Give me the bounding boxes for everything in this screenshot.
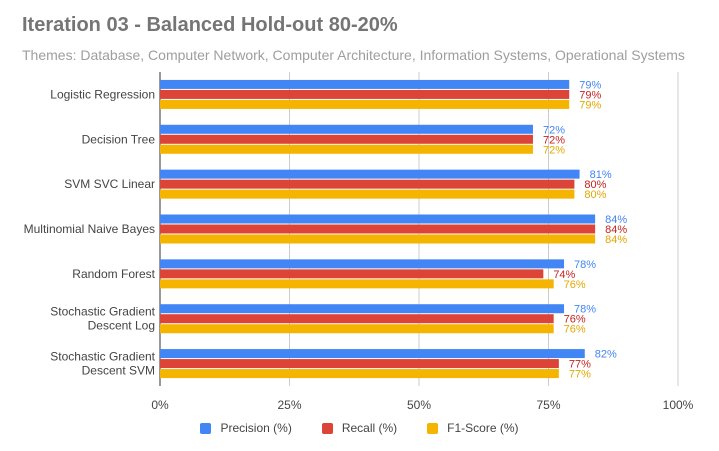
data-label: 79%: [579, 99, 601, 111]
bar: [160, 99, 570, 109]
x-tick-label: 75%: [536, 398, 560, 412]
bar: [160, 169, 580, 179]
data-label: 84%: [605, 214, 627, 226]
bar: [160, 179, 575, 189]
data-label: 77%: [569, 359, 591, 371]
data-label: 80%: [584, 189, 606, 201]
data-label: 76%: [564, 314, 586, 326]
bar: [160, 89, 570, 99]
bar: [160, 259, 565, 269]
legend-swatch: [427, 422, 439, 434]
chart-subtitle: Themes: Database, Computer Network, Comp…: [22, 47, 685, 63]
data-label: 79%: [579, 79, 601, 91]
bar: [160, 224, 596, 234]
category-label: Random Forest: [72, 267, 155, 281]
bar: [160, 124, 533, 134]
data-label: 77%: [569, 369, 591, 381]
chart-title: Iteration 03 - Balanced Hold-out 80-20%: [22, 14, 398, 36]
bar: [160, 369, 559, 379]
legend-item[interactable]: F1-Score (%): [427, 421, 519, 435]
legend-label: Precision (%): [220, 421, 292, 435]
x-tick-label: 50%: [407, 398, 431, 412]
legend-item[interactable]: Precision (%): [200, 421, 292, 435]
data-label: 82%: [595, 349, 617, 361]
bar: [160, 304, 565, 314]
data-label: 80%: [584, 179, 606, 191]
bar: [160, 214, 596, 224]
bar: [160, 324, 554, 334]
legend-label: F1-Score (%): [447, 421, 519, 435]
category-label: Stochastic Gradient Descent SVM: [50, 350, 155, 378]
data-label: 84%: [605, 234, 627, 246]
bar: [160, 279, 554, 289]
bar: [160, 189, 575, 199]
category-label: Decision Tree: [82, 132, 156, 146]
data-label: 72%: [543, 134, 565, 146]
legend-item[interactable]: Recall (%): [321, 421, 398, 435]
data-label: 81%: [590, 169, 612, 181]
bar: [160, 314, 554, 324]
x-tick-label: 100%: [663, 398, 694, 412]
data-label: 74%: [553, 269, 575, 281]
x-tick-label: 0%: [151, 398, 169, 412]
bar: [160, 349, 585, 359]
data-label: 76%: [564, 279, 586, 291]
bar: [160, 79, 570, 89]
data-label: 72%: [543, 144, 565, 156]
category-label: Stochastic Gradient Descent Log: [50, 305, 155, 333]
category-label: SVM SVC Linear: [64, 177, 155, 191]
bar: [160, 269, 544, 279]
bar: [160, 144, 533, 154]
data-label: 78%: [574, 259, 596, 271]
bar: [160, 134, 533, 144]
legend-swatch: [200, 422, 212, 434]
legend: Precision (%) Recall (%) F1-Score (%): [0, 421, 719, 435]
category-label: Multinomial Naive Bayes: [24, 222, 155, 236]
data-label: 84%: [605, 224, 627, 236]
data-label: 72%: [543, 124, 565, 136]
data-label: 79%: [579, 89, 601, 101]
legend-swatch: [321, 422, 333, 434]
bar: [160, 359, 559, 369]
category-label: Logistic Regression: [50, 87, 155, 101]
x-tick-label: 25%: [277, 398, 301, 412]
data-label: 76%: [564, 324, 586, 336]
bar: [160, 234, 596, 244]
legend-label: Recall (%): [341, 421, 398, 435]
data-label: 78%: [574, 304, 596, 316]
